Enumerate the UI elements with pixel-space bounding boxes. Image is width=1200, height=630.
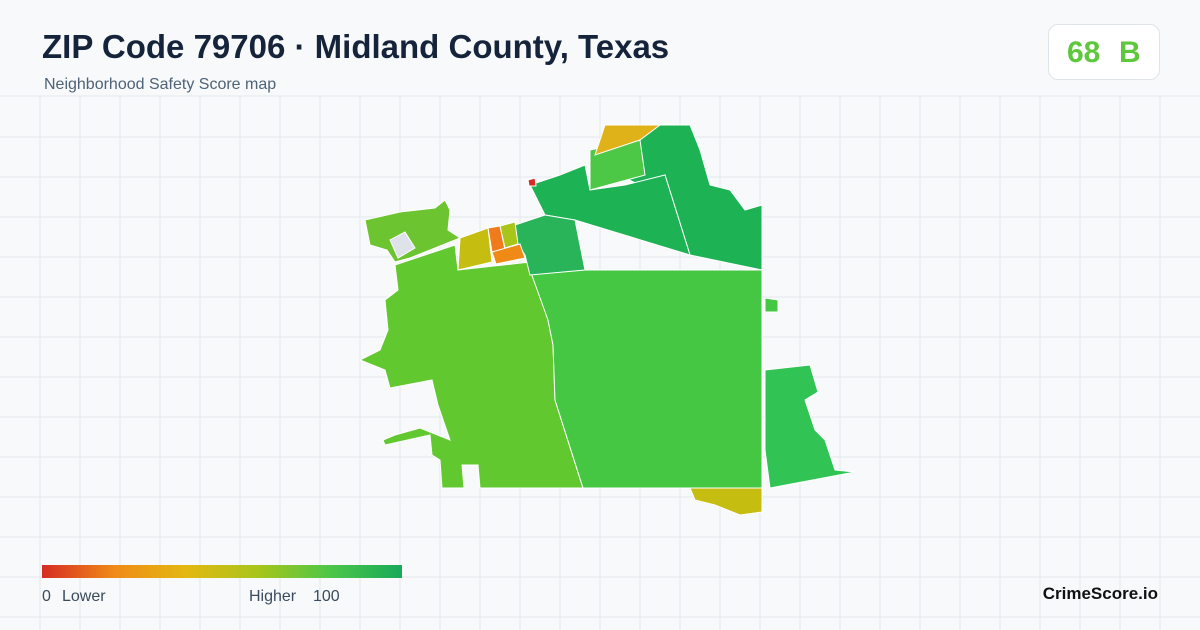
area	[594, 124, 662, 156]
area	[764, 297, 779, 313]
score-badge: 68 B	[1048, 24, 1160, 80]
brand: CrimeScore.io	[1042, 584, 1158, 603]
area	[529, 269, 763, 489]
zip-areas	[358, 124, 856, 516]
area	[457, 227, 493, 271]
area	[527, 177, 537, 187]
legend-max: 100	[313, 588, 340, 605]
subtitle: Neighborhood Safety Score map	[44, 76, 277, 93]
area	[389, 231, 416, 259]
header-bg	[0, 0, 1200, 96]
grade: B	[1119, 36, 1141, 69]
area	[364, 199, 462, 263]
area	[689, 487, 763, 516]
title: ZIP Code 79706 · Midland County, Texas	[42, 28, 670, 65]
area	[764, 364, 856, 489]
area	[499, 221, 519, 249]
legend-min-label: Lower	[62, 588, 106, 605]
legend-max-label: Higher	[249, 588, 297, 605]
score: 68	[1067, 36, 1101, 69]
legend-bar	[42, 565, 402, 578]
legend-min: 0	[42, 588, 51, 605]
